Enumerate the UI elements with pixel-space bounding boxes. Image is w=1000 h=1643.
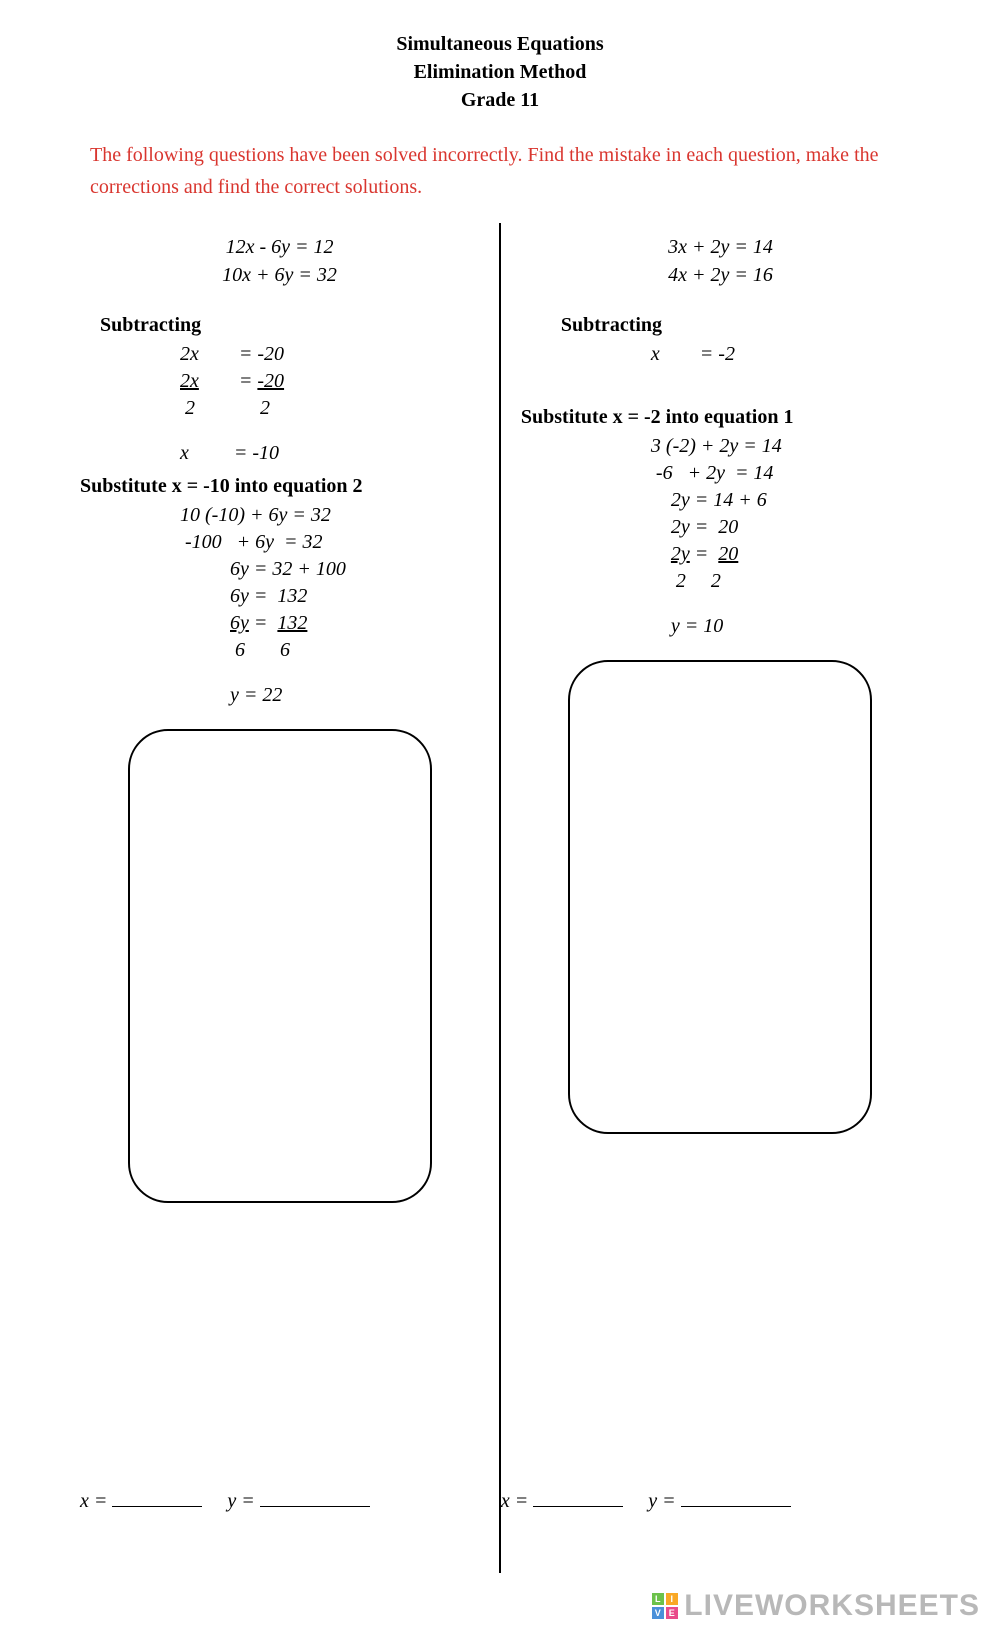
equations-right: 3x + 2y = 14 4x + 2y = 16 [521,233,920,289]
answer-box-right[interactable] [568,660,872,1134]
w-line: 6y = 32 + 100 [80,556,479,583]
x-blank-right[interactable] [533,1492,623,1507]
w-line [521,595,920,613]
title-line-1: Simultaneous Equations [0,30,1000,58]
w-line: -6 + 2y = 14 [521,460,920,487]
w-line: 6y = 132 [80,610,479,637]
subtracting-label-right: Subtracting [561,314,920,337]
x-label: x = [501,1490,528,1512]
instructions-text: The following questions have been solved… [90,139,910,203]
w-line: 2x = -20 [80,368,479,395]
substitute-label-right: Substitute x = -2 into equation 1 [521,406,920,429]
w-line: 3 (-2) + 2y = 14 [521,433,920,460]
y-label: y = [227,1490,254,1512]
w-line [80,664,479,682]
y-label: y = [648,1490,675,1512]
w-line: 10 (-10) + 6y = 32 [80,502,479,529]
substitute-label-left: Substitute x = -10 into equation 2 [80,475,479,498]
w-line: 6y = 132 [80,583,479,610]
eq2-left: 10x + 6y = 32 [80,261,479,289]
logo-icon: L I V E [652,1593,678,1619]
worksheet-header: Simultaneous Equations Elimination Metho… [0,0,1000,114]
content-area: 12x - 6y = 12 10x + 6y = 32 Subtracting … [60,223,940,1573]
x-blank-left[interactable] [112,1492,202,1507]
w-line [80,422,479,440]
w-line: 2y = 20 [521,541,920,568]
workings-right-2: 3 (-2) + 2y = 14 -6 + 2y = 14 2y = 14 + … [521,433,920,640]
w-line: 2x = -20 [80,341,479,368]
problem-left: 12x - 6y = 12 10x + 6y = 32 Subtracting … [60,223,499,1573]
w-line: y = 22 [80,682,479,709]
equations-left: 12x - 6y = 12 10x + 6y = 32 [80,233,479,289]
workings-left-2: 10 (-10) + 6y = 32 -100 + 6y = 32 6y = 3… [80,502,479,709]
workings-right-1: x = -2 [521,341,920,368]
workings-left-1: 2x = -20 2x = -20 2 2 x = -10 [80,341,479,467]
w-line: x = -10 [80,440,479,467]
w-line: 2 2 [521,568,920,595]
w-line: y = 10 [521,613,920,640]
w-line: 2 2 [80,395,479,422]
title-line-2: Elimination Method [0,58,1000,86]
w-line: 6 6 [80,637,479,664]
y-blank-right[interactable] [681,1492,791,1507]
answer-line-left: x = y = [80,1490,370,1513]
eq2-right: 4x + 2y = 16 [521,261,920,289]
w-line: 2y = 14 + 6 [521,487,920,514]
w-line: x = -2 [521,341,920,368]
problem-right: 3x + 2y = 14 4x + 2y = 16 Subtracting x … [501,223,940,1573]
answer-box-left[interactable] [128,729,432,1203]
title-line-3: Grade 11 [0,86,1000,114]
eq1-right: 3x + 2y = 14 [521,233,920,261]
answer-line-right: x = y = [501,1490,791,1513]
x-label: x = [80,1490,107,1512]
y-blank-left[interactable] [260,1492,370,1507]
watermark-text: LIVEWORKSHEETS [684,1589,980,1623]
w-line: -100 + 6y = 32 [80,529,479,556]
eq1-left: 12x - 6y = 12 [80,233,479,261]
w-line: 2y = 20 [521,514,920,541]
subtracting-label-left: Subtracting [100,314,479,337]
liveworksheets-watermark: L I V E LIVEWORKSHEETS [652,1589,980,1623]
